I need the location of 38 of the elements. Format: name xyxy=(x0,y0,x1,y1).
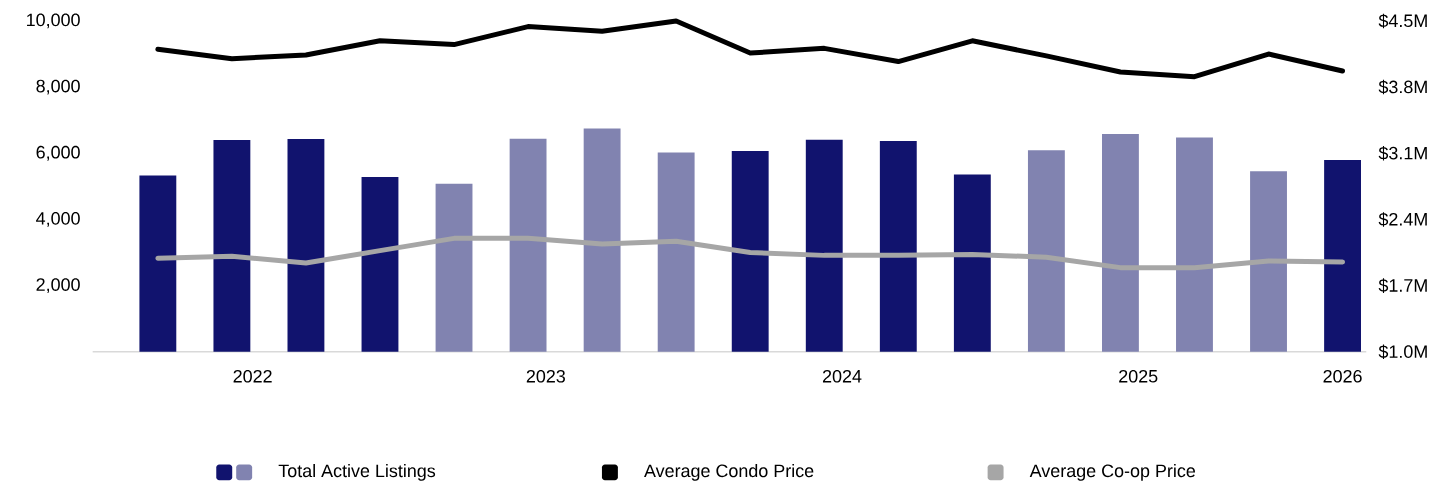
line-series xyxy=(155,18,1346,80)
x-tick-label: 2022 xyxy=(233,369,272,383)
bar xyxy=(361,176,399,352)
x-tick-label: 2025 xyxy=(1119,369,1158,383)
y-tick-label: 2,000 xyxy=(36,278,80,293)
bar xyxy=(509,138,547,352)
legend-label: Total Active Listings xyxy=(278,463,436,481)
bar xyxy=(1324,159,1361,352)
legend-label: Average Co-op Price xyxy=(1029,463,1196,481)
bar xyxy=(1250,170,1287,352)
y2-tick-label: $3.8M xyxy=(1378,79,1427,95)
bar xyxy=(731,150,769,352)
y-tick-label: 6,000 xyxy=(36,145,80,161)
y2-tick-label: $2.4M xyxy=(1378,212,1427,227)
y-tick-label: 10,000 xyxy=(27,13,80,29)
bar xyxy=(1102,133,1139,352)
bar xyxy=(287,138,325,352)
line-series xyxy=(155,235,1346,270)
y2-tick-label: $1.0M xyxy=(1378,344,1427,359)
bar xyxy=(1027,150,1065,352)
bar xyxy=(1176,137,1213,352)
bar xyxy=(953,174,991,352)
y2-tick-label: $1.7M xyxy=(1378,278,1427,293)
y2-tick-label: $4.5M xyxy=(1378,13,1427,29)
bar xyxy=(139,175,177,352)
bar xyxy=(805,139,843,352)
bar xyxy=(657,152,695,352)
legend-label: Average Condo Price xyxy=(644,463,814,481)
bar xyxy=(879,140,917,352)
y-tick-label: 8,000 xyxy=(36,79,80,95)
y2-tick-label: $3.1M xyxy=(1378,145,1427,161)
x-tick-label: 2024 xyxy=(822,369,862,383)
y-tick-label: 4,000 xyxy=(36,211,80,227)
bar xyxy=(435,183,473,352)
bar xyxy=(213,139,251,352)
bar xyxy=(583,128,621,352)
x-tick-label: 2026 xyxy=(1323,369,1362,383)
x-tick-label: 2023 xyxy=(526,369,565,383)
